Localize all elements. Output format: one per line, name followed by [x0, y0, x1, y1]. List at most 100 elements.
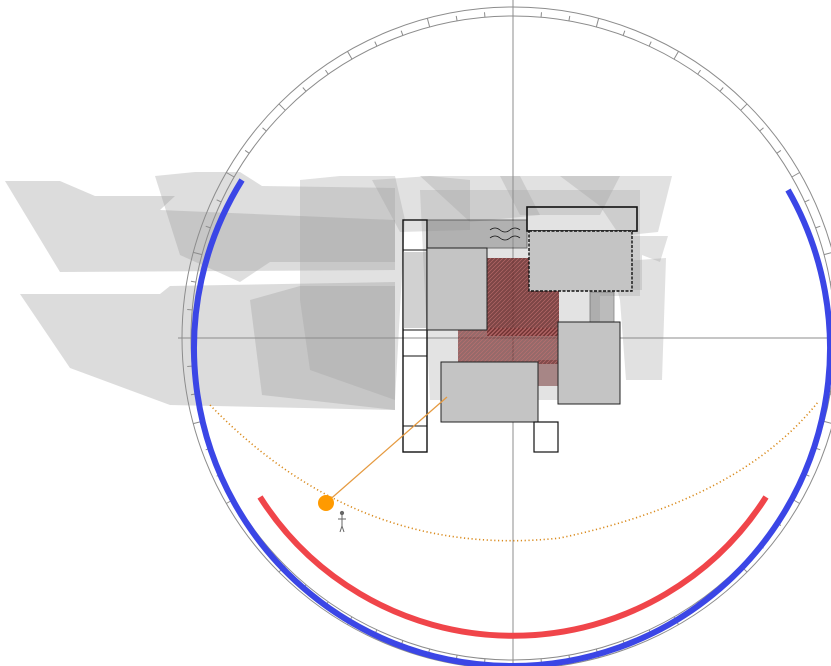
shadow-far-west-upper: [5, 181, 395, 272]
courtyard-gap: [538, 360, 558, 386]
compass-tick: [823, 252, 831, 256]
compass-tick: [759, 127, 764, 132]
compass-tick: [426, 18, 431, 28]
hatch-line: [528, 305, 560, 337]
west-wing-shade: [403, 252, 427, 328]
hatch-line: [533, 337, 561, 365]
hatch-line: [486, 257, 524, 295]
hatch-line: [457, 327, 479, 349]
hatch-line: [524, 301, 560, 337]
compass-tick: [648, 41, 652, 47]
building-plan: [402, 206, 638, 453]
hatch-line: [516, 293, 560, 337]
compass-tick: [347, 51, 353, 60]
sun-icon: [318, 495, 334, 511]
compass-tick: [216, 199, 222, 203]
compass-tick: [400, 30, 404, 36]
hatch-line: [489, 327, 527, 365]
hatch-line: [505, 327, 543, 365]
compass-tick: [302, 87, 307, 92]
hatch-line: [486, 257, 516, 287]
hatch-line: [457, 327, 491, 361]
hatch-line: [548, 325, 560, 337]
hatch-line: [481, 327, 519, 365]
arc-summer: [257, 495, 769, 639]
compass-tick: [804, 199, 810, 203]
compass-tick: [791, 172, 800, 178]
hatch-line: [469, 327, 507, 365]
hatch-line: [486, 257, 520, 291]
hatch-line: [486, 257, 492, 263]
compass-tick: [262, 127, 267, 132]
compass-tick: [823, 420, 831, 424]
hatch-line: [457, 327, 475, 345]
compass-tick: [673, 51, 679, 60]
roof-block-c: [557, 321, 621, 405]
hatch-line: [536, 313, 560, 337]
roof-block-a: [426, 247, 488, 331]
hatch-line: [512, 289, 560, 337]
compass-tick: [776, 150, 782, 154]
shadow-north-fan-4: [560, 176, 672, 236]
hatch-line: [509, 327, 547, 365]
hatch-line: [529, 333, 561, 365]
hatch-line: [457, 327, 483, 353]
hatch-line: [486, 257, 512, 283]
hatch-line: [457, 327, 487, 357]
hatch-line: [465, 327, 503, 365]
hatch-line: [461, 327, 499, 365]
hatch-line: [541, 345, 561, 365]
compass-tick: [325, 69, 329, 75]
shadow-far-west-lower: [20, 282, 395, 410]
hatch-line: [486, 257, 528, 299]
west-wing-outline: [402, 219, 428, 453]
roof-block-b: [528, 230, 633, 292]
compass-tick: [193, 251, 203, 256]
compass-tick: [226, 172, 235, 178]
stair-east: [589, 291, 615, 323]
hatch-line: [501, 327, 539, 365]
shadow-near-west: [300, 176, 405, 400]
compass-tick: [205, 225, 211, 229]
hatch-line: [473, 327, 511, 365]
north-corridor-wave: [489, 227, 521, 241]
hatch-line: [486, 257, 496, 267]
person-icon: [338, 510, 346, 533]
shadow-north-fan-1: [372, 176, 470, 232]
hatch-line: [513, 327, 551, 365]
compass-tick: [278, 103, 286, 111]
sun-ray: [325, 396, 448, 504]
roof-block-d: [440, 361, 539, 423]
hatch-line: [497, 327, 535, 365]
shadow-north-fan-3: [500, 176, 620, 215]
hatch-line: [540, 317, 560, 337]
shadow-north-fan-2: [420, 176, 540, 222]
hatch-line: [493, 327, 531, 365]
compass-tick: [697, 69, 701, 75]
shadow-mid-west-upper: [155, 172, 395, 282]
hatch-line: [517, 327, 555, 365]
hatch-line: [457, 327, 495, 365]
compass-tick: [815, 225, 821, 229]
hatch-line: [521, 327, 559, 365]
hatch-line: [486, 257, 532, 303]
compass-tick: [719, 87, 724, 92]
compass-tick: [622, 30, 626, 36]
daily-sun-path: [209, 401, 819, 542]
compass-tick: [740, 103, 748, 111]
compass-tick: [244, 150, 250, 154]
compass-tick: [190, 280, 196, 283]
hatch-line: [486, 257, 508, 279]
north-corridor: [426, 219, 528, 249]
south-pier: [533, 421, 559, 453]
hatch-line: [525, 329, 561, 365]
hatch-line: [532, 309, 560, 337]
compass-tick: [568, 15, 571, 21]
hatch-line: [508, 285, 560, 337]
hatch-line: [477, 327, 515, 365]
hatch-line: [537, 341, 561, 365]
compass-tick: [595, 18, 600, 28]
hatch-line: [486, 257, 536, 307]
hatch-line: [486, 257, 500, 271]
